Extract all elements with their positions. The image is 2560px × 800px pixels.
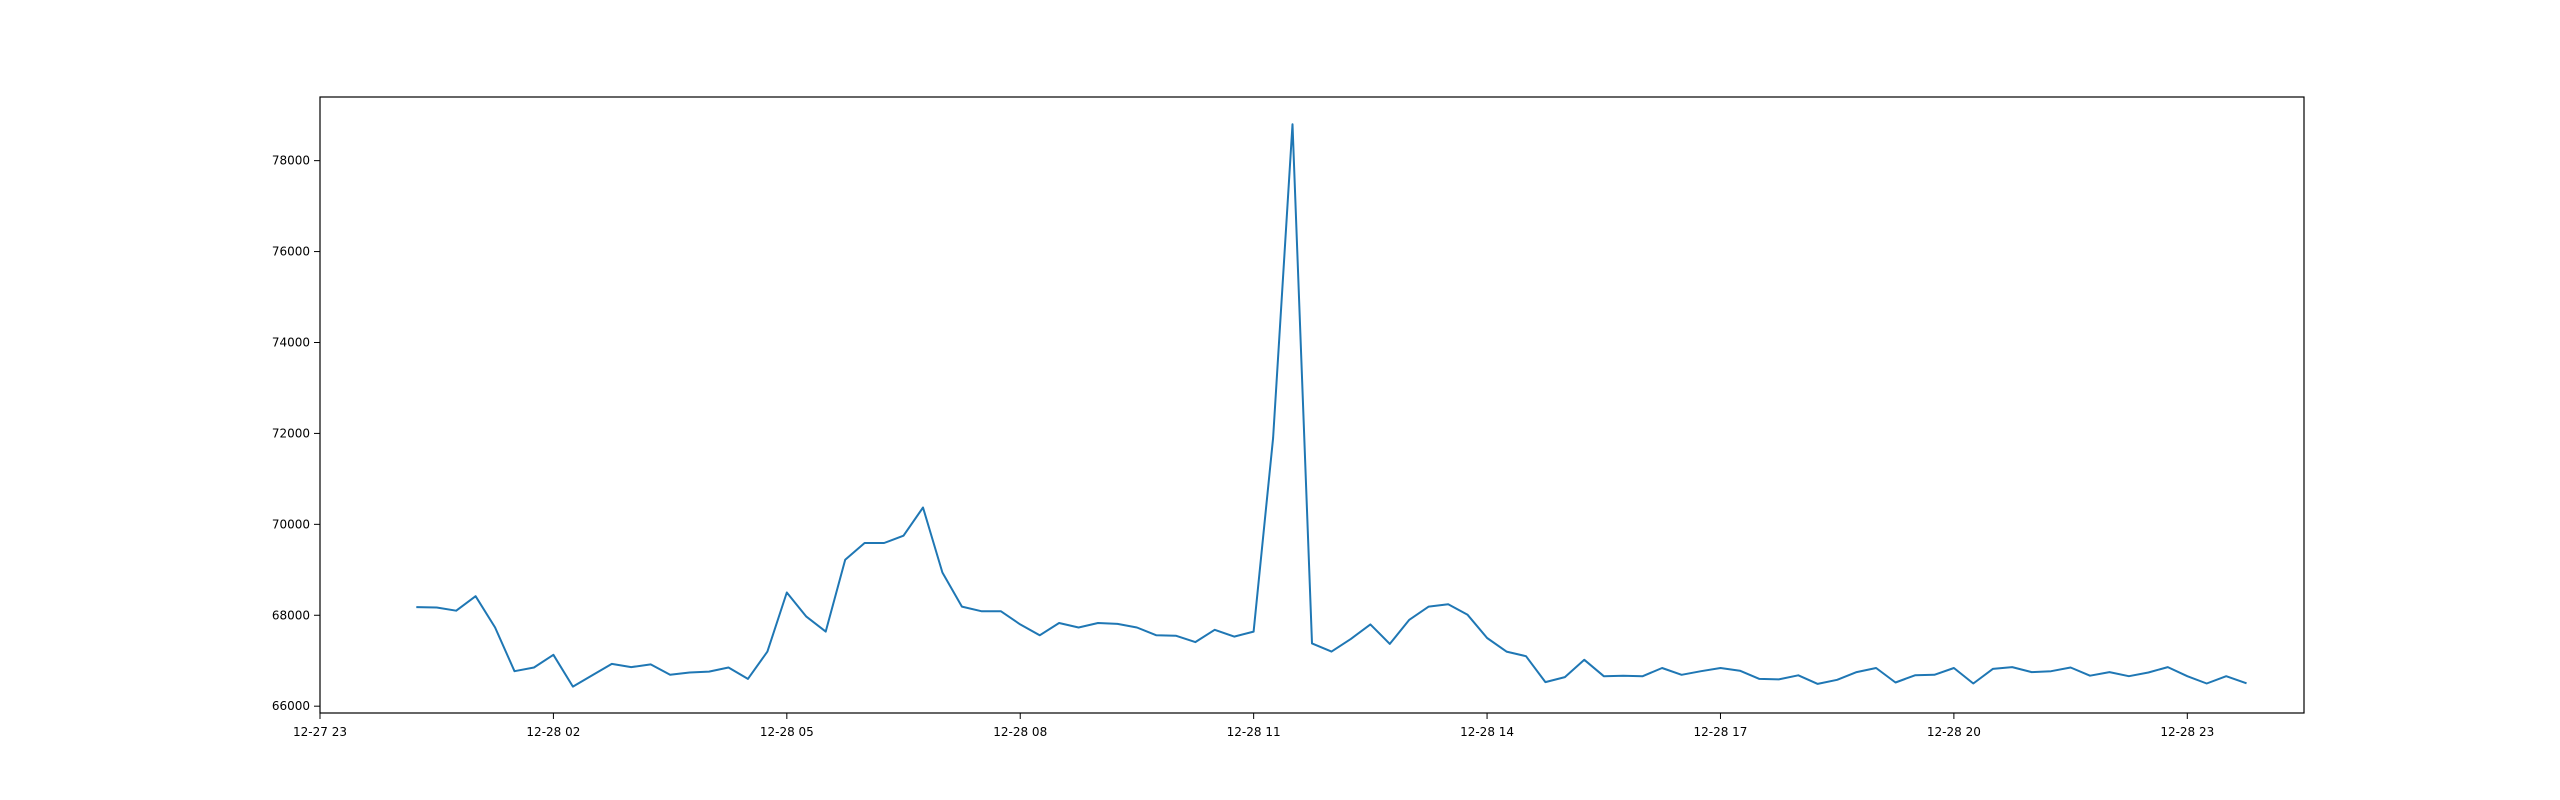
y-tick-label: 74000 — [272, 335, 310, 349]
x-tick-label: 12-28 17 — [1693, 725, 1747, 739]
series-line — [416, 123, 2247, 688]
x-tick-label: 12-28 14 — [1460, 725, 1514, 739]
y-tick-label: 78000 — [272, 154, 310, 168]
y-tick-label: 76000 — [272, 245, 310, 259]
x-tick-label: 12-27 23 — [293, 725, 347, 739]
y-tick-label: 70000 — [272, 517, 310, 531]
plot-frame — [319, 96, 2305, 714]
x-tick-label: 12-28 05 — [760, 725, 814, 739]
x-tick-label: 12-28 08 — [993, 725, 1047, 739]
plot-background — [320, 97, 2304, 713]
y-axis: 66000 68000 70000 72000 74000 76000 78000 — [272, 154, 320, 713]
y-tick-label: 72000 — [272, 426, 310, 440]
x-axis: 12-27 23 12-28 02 12-28 05 12-28 08 12-28 11… — [293, 713, 2214, 739]
x-tick-label: 12-28 11 — [1227, 725, 1281, 739]
x-tick-label: 12-28 20 — [1927, 725, 1981, 739]
y-tick-label: 66000 — [272, 699, 310, 713]
x-tick-label: 12-28 23 — [2160, 725, 2214, 739]
y-tick-label: 68000 — [272, 608, 310, 622]
x-tick-label: 12-28 02 — [526, 725, 580, 739]
